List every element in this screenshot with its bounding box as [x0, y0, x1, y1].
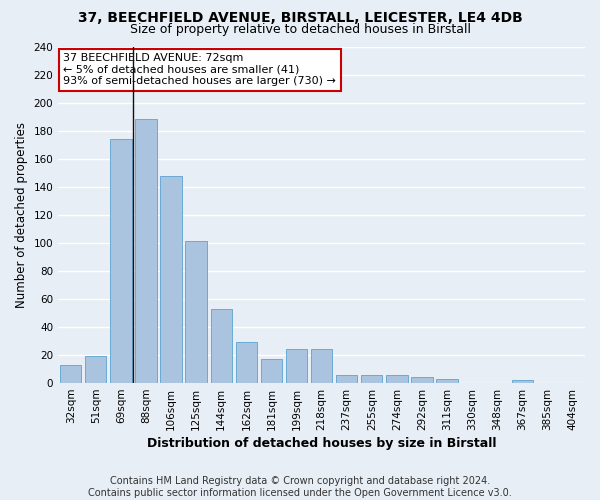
X-axis label: Distribution of detached houses by size in Birstall: Distribution of detached houses by size … [147, 437, 496, 450]
Bar [185, 242, 207, 383]
Y-axis label: Number of detached properties: Number of detached properties [15, 122, 28, 308]
Text: Size of property relative to detached houses in Birstall: Size of property relative to detached ho… [130, 22, 470, 36]
Text: 37 BEECHFIELD AVENUE: 72sqm
← 5% of detached houses are smaller (41)
93% of semi: 37 BEECHFIELD AVENUE: 72sqm ← 5% of deta… [64, 53, 337, 86]
Bar [60, 365, 82, 383]
Bar [110, 139, 131, 383]
Bar [361, 374, 382, 383]
Bar [261, 359, 282, 383]
Bar [336, 374, 358, 383]
Text: 37, BEECHFIELD AVENUE, BIRSTALL, LEICESTER, LE4 4DB: 37, BEECHFIELD AVENUE, BIRSTALL, LEICEST… [77, 11, 523, 25]
Bar [211, 308, 232, 383]
Bar [160, 176, 182, 383]
Bar [236, 342, 257, 383]
Bar [136, 120, 157, 383]
Bar [286, 350, 307, 383]
Bar [311, 350, 332, 383]
Bar [411, 378, 433, 383]
Bar [386, 374, 407, 383]
Bar [512, 380, 533, 383]
Text: Contains HM Land Registry data © Crown copyright and database right 2024.
Contai: Contains HM Land Registry data © Crown c… [88, 476, 512, 498]
Bar [436, 379, 458, 383]
Bar [85, 356, 106, 383]
